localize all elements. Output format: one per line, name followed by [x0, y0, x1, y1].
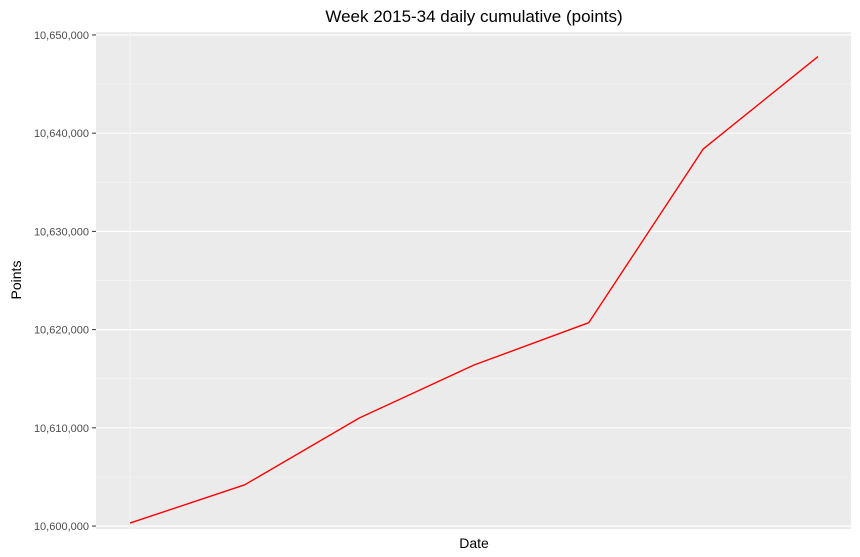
- series-layer: [129, 56, 819, 524]
- minor-grid: [96, 83, 851, 478]
- y-axis: 10,600,000 10,610,000 10,620,000 10,630,000…: [34, 30, 96, 533]
- y-tick-label: 10,630,000: [34, 226, 89, 238]
- major-grid: [96, 34, 851, 527]
- chart-title: Week 2015-34 daily cumulative (points): [325, 7, 622, 26]
- y-axis-title: Points: [8, 261, 24, 300]
- y-tick-label: 10,650,000: [34, 30, 89, 42]
- y-tick-label: 10,640,000: [34, 128, 89, 140]
- y-tick-label: 10,620,000: [34, 325, 89, 337]
- y-tick-label: 10,610,000: [34, 423, 89, 435]
- series-line: [129, 56, 819, 524]
- y-tick-label: 10,600,000: [34, 521, 89, 533]
- x-axis-title: Date: [459, 535, 489, 551]
